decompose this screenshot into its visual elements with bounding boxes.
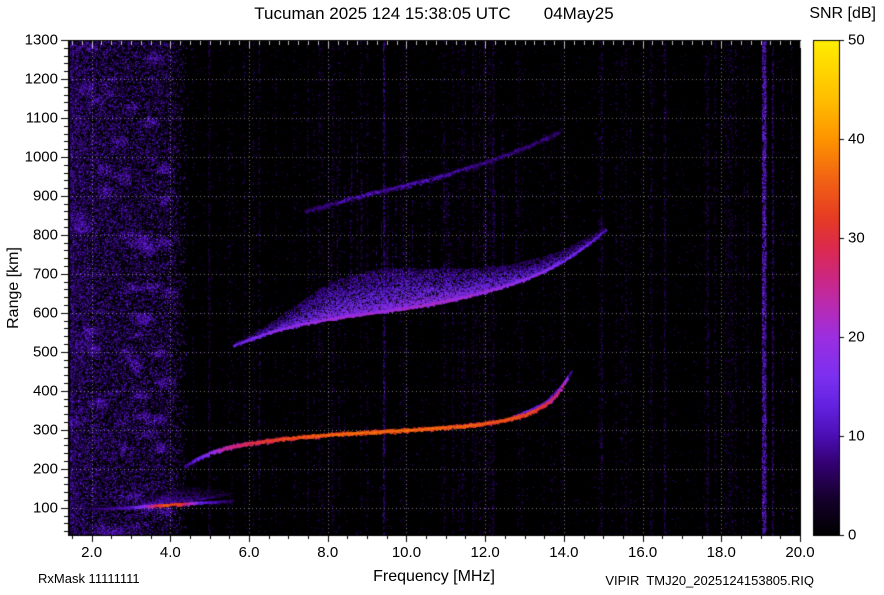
- y-tick-label: 700: [32, 265, 58, 283]
- chart-title: Tucuman 2025 124 15:38:05 UTC 04May25: [254, 4, 614, 23]
- colorbar-tick-label: 20: [848, 328, 865, 346]
- y-tick-label: 400: [32, 382, 58, 400]
- x-tick-label: 4.0: [159, 544, 181, 561]
- y-tick-label: 1300: [24, 31, 58, 49]
- y-tick-label: 1000: [24, 148, 58, 166]
- x-tick-label: 16.0: [627, 544, 658, 561]
- x-tick-label: 12.0: [470, 544, 500, 561]
- colorbar-title: SNR [dB]: [809, 5, 876, 22]
- x-tick-label: 14.0: [549, 544, 579, 561]
- x-axis-label: Frequency [MHz]: [373, 568, 495, 585]
- x-tick-label: 18.0: [706, 544, 736, 561]
- colorbar-tick-label: 40: [848, 130, 865, 148]
- y-tick-label: 500: [32, 343, 58, 361]
- colorbar-tick-label: 10: [848, 427, 865, 445]
- y-tick-label: 800: [32, 226, 58, 244]
- y-tick-label: 1100: [25, 109, 58, 127]
- colorbar-tick-label: 0: [848, 526, 857, 544]
- y-tick-label: 600: [32, 304, 58, 322]
- colorbar-tick-label: 30: [848, 229, 865, 247]
- file-id-label: VIPIR TMJ20_2025124153805.RIQ: [605, 573, 814, 588]
- x-tick-label: 20.0: [785, 544, 815, 561]
- rx-mask-label: RxMask 11111111: [38, 571, 140, 586]
- y-axis-label: Range [km]: [5, 247, 22, 329]
- y-tick-label: 300: [32, 421, 58, 439]
- x-tick-label: 10.0: [391, 544, 422, 561]
- x-tick-label: 8.0: [317, 544, 339, 561]
- x-tick-label: 2.0: [81, 544, 103, 561]
- y-tick-label: 900: [32, 187, 58, 205]
- colorbar-tick-label: 50: [848, 31, 865, 49]
- y-tick-label: 200: [32, 460, 58, 478]
- y-tick-label: 100: [32, 499, 58, 517]
- x-tick-label: 6.0: [238, 544, 260, 561]
- y-tick-label: 1200: [24, 70, 58, 88]
